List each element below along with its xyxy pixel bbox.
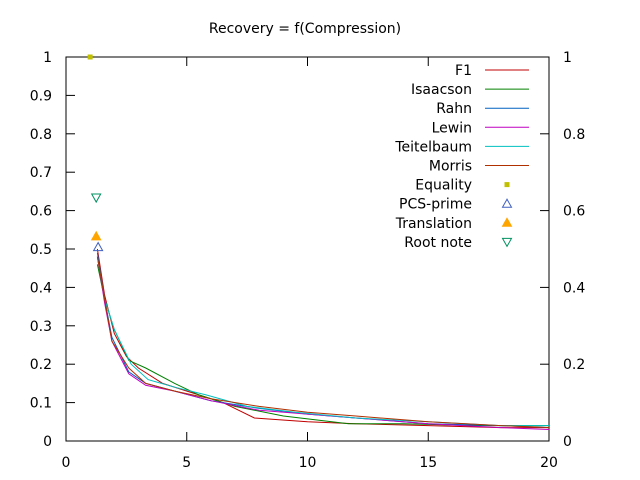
y-tick-label: 0.4 bbox=[30, 280, 52, 296]
data-point-translation bbox=[90, 230, 102, 241]
y-tick-label: 0.7 bbox=[30, 165, 52, 181]
plot-frame bbox=[65, 56, 550, 442]
data-point-equality bbox=[87, 54, 93, 60]
x-tick-label: 20 bbox=[540, 455, 558, 471]
legend-swatch-pcs-prime bbox=[501, 198, 513, 208]
legend: F1 Isaacson Rahn Lewin Teitelbaum Morris Equal… bbox=[394, 63, 529, 251]
legend-swatch-equality bbox=[504, 182, 510, 188]
x-axis: 0 5 10 15 20 bbox=[62, 57, 558, 471]
y2-tick-label: 0 bbox=[563, 434, 572, 450]
series-line-isaacson bbox=[96, 264, 549, 427]
y-tick-label: 0.6 bbox=[30, 204, 52, 220]
x-tick-label: 0 bbox=[62, 455, 71, 471]
legend-label-pcs-prime: PCS-prime bbox=[399, 197, 472, 213]
y-tick-label: 0.1 bbox=[30, 396, 52, 412]
legend-label-root-note: Root note bbox=[404, 235, 472, 251]
data-point-pcs-prime bbox=[92, 241, 104, 252]
x-tick-label: 10 bbox=[299, 455, 317, 471]
series-line-lewin bbox=[96, 256, 550, 430]
y2-tick-label: 0.2 bbox=[563, 357, 585, 373]
y2-tick-label: 1 bbox=[563, 50, 572, 66]
legend-label-teitelbaum: Teitelbaum bbox=[394, 139, 472, 155]
x-tick-label: 5 bbox=[182, 455, 191, 471]
legend-label-equality: Equality bbox=[415, 178, 472, 194]
series-line-morris bbox=[96, 256, 550, 429]
y-tick-label: 0.9 bbox=[30, 88, 52, 104]
y2-tick-label: 0.4 bbox=[563, 280, 585, 296]
legend-label-rahn: Rahn bbox=[436, 101, 472, 117]
y-tick-label: 1 bbox=[43, 50, 52, 66]
y-tick-label: 0.8 bbox=[30, 127, 52, 143]
y-tick-label: 0.2 bbox=[30, 357, 52, 373]
y2-axis: 0 0.2 0.4 0.6 0.8 1 bbox=[540, 50, 585, 450]
legend-swatch-translation bbox=[501, 217, 513, 227]
legend-label-isaacson: Isaacson bbox=[411, 82, 472, 98]
series-layer bbox=[87, 54, 550, 430]
y-tick-label: 0.5 bbox=[30, 242, 52, 258]
y-tick-label: 0 bbox=[43, 434, 52, 450]
y2-tick-label: 0.8 bbox=[563, 127, 585, 143]
legend-label-translation: Translation bbox=[395, 216, 472, 232]
y-tick-label: 0.3 bbox=[30, 319, 52, 335]
chart-title: Recovery = f(Compression) bbox=[209, 21, 401, 37]
y-axis: 0 0.1 0.2 0.3 0.4 0.5 0.6 0.7 0.8 0.9 1 bbox=[30, 50, 75, 450]
x-tick-label: 15 bbox=[419, 455, 437, 471]
series-line-f1 bbox=[96, 248, 549, 429]
legend-label-f1: F1 bbox=[455, 63, 472, 79]
legend-swatch-root-note bbox=[501, 237, 513, 248]
series-line-teitelbaum bbox=[96, 256, 549, 427]
y2-tick-label: 0.6 bbox=[563, 204, 585, 220]
data-point-root-note bbox=[90, 193, 102, 204]
legend-label-morris: Morris bbox=[429, 159, 472, 175]
legend-label-lewin: Lewin bbox=[432, 120, 472, 136]
series-line-rahn bbox=[96, 252, 550, 429]
